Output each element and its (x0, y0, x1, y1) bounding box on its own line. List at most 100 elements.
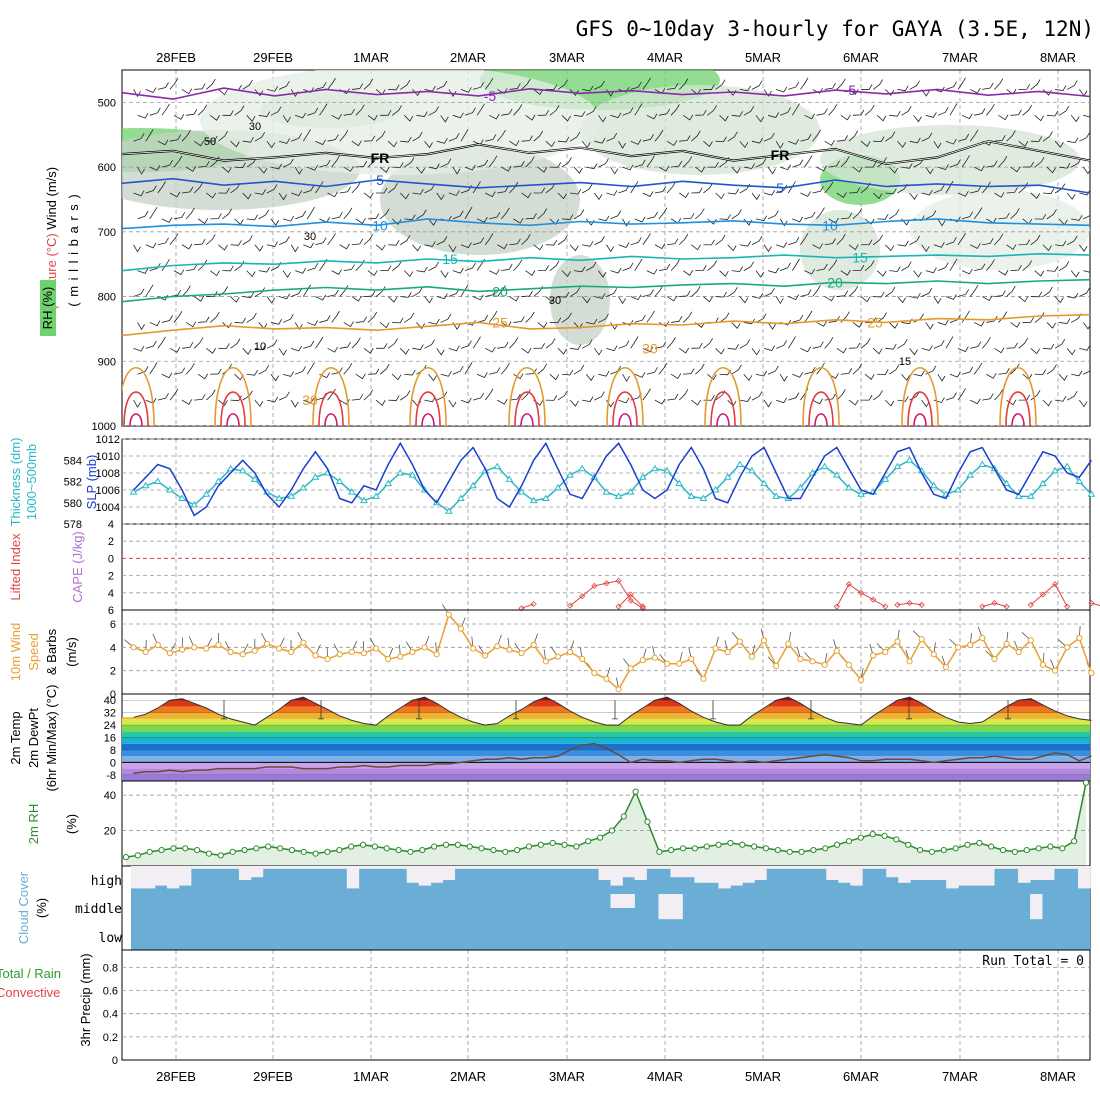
wind-barb (767, 365, 779, 375)
wind-barb (513, 160, 525, 168)
date-label-top: 6MAR (843, 50, 879, 65)
cloud-middle-bar (622, 894, 635, 908)
wind-speed-point (797, 655, 804, 663)
wind-barb (610, 112, 622, 119)
wind-barb (193, 295, 205, 302)
wind-barb (776, 86, 788, 93)
wind-speed-point (1015, 648, 1022, 656)
wind-barb (186, 108, 198, 116)
wind-barb (278, 138, 291, 144)
wind-barb (743, 318, 756, 325)
wind-barb (828, 259, 838, 271)
wind-barb (776, 397, 788, 404)
wind-barb (497, 243, 508, 250)
cloud-high-bar (1066, 866, 1079, 869)
wind-barb (363, 78, 374, 90)
cloud-high-bar (982, 866, 995, 886)
rh2m-point (822, 845, 829, 852)
wind-barb (549, 105, 560, 116)
wind-speed-point (954, 644, 962, 651)
wind-barb (242, 136, 254, 143)
wind-barb (1046, 364, 1057, 375)
wind-barb (703, 182, 713, 194)
wind-barb (376, 343, 388, 349)
thickness-point (1014, 492, 1023, 499)
wind-barb (424, 241, 436, 247)
wind-barb (861, 394, 873, 401)
wind-barb (877, 369, 889, 376)
cloud-high-bar (442, 866, 456, 880)
cloud-high-bar (814, 866, 827, 869)
wind-barb (416, 209, 427, 220)
rh2m-point (265, 843, 272, 850)
wind-barb (816, 207, 825, 220)
wind-barb (727, 244, 737, 252)
wind-barb (707, 105, 717, 116)
wind-barb (137, 112, 149, 119)
wind-barb (792, 314, 804, 323)
wind-barb (598, 370, 610, 377)
wind-barb (501, 207, 510, 220)
wind-barb (586, 318, 598, 325)
rh2m-point (158, 846, 165, 854)
wind-barb (242, 292, 254, 298)
wind-barb (610, 210, 622, 220)
wind-speed-point (360, 650, 368, 657)
wind-barb (861, 239, 873, 246)
rh-contour-label: 50 (204, 136, 216, 148)
wind-barb (485, 134, 497, 142)
wind-barb (646, 211, 658, 220)
wind-barb (327, 77, 336, 90)
wind-barb (327, 233, 336, 246)
precip-convective-label: Convective (0, 985, 60, 1000)
wind-barb (161, 372, 173, 379)
wind-barb (1070, 115, 1080, 123)
wind-barb (145, 242, 157, 249)
wind-barb (210, 311, 220, 323)
wind-barb (933, 140, 942, 149)
wind-barb (852, 109, 865, 116)
wind-barb (363, 234, 374, 246)
wind-barb (901, 261, 912, 271)
wind-barb (363, 135, 376, 142)
wind-barb (476, 159, 489, 168)
wind-barb (679, 135, 691, 142)
wind-barb (654, 341, 667, 349)
date-label-bottom: 3MAR (549, 1069, 585, 1084)
surface-heating-contour (814, 413, 828, 426)
cloud-middle-bar (1030, 894, 1043, 920)
cloud-high-bar (538, 866, 551, 869)
wind-barb (703, 338, 713, 349)
wind-barb (658, 108, 671, 116)
cloud-high-bar (946, 866, 959, 889)
wind-barb (509, 181, 519, 194)
cloud-high-bar (418, 866, 432, 886)
wind-barb (1091, 141, 1098, 148)
date-label-bottom: 6MAR (843, 1069, 879, 1084)
wind-barb (416, 322, 426, 330)
wind-barb (351, 238, 364, 246)
wind-speed-point (566, 648, 574, 656)
wind-barb (731, 166, 741, 174)
precip-axis-label: 3hr Precip (mm) (78, 953, 93, 1046)
wind-barb (1071, 370, 1083, 377)
wind-barb (197, 218, 209, 225)
wind-barb (1030, 389, 1041, 401)
wind-barb (476, 315, 489, 323)
cloud-middle-bar (658, 894, 671, 920)
wind-barb (763, 399, 772, 408)
wind-barb (185, 321, 197, 328)
wind-barb (230, 140, 240, 148)
rh2m-point (537, 841, 544, 848)
date-label-bottom: 1MAR (353, 1069, 389, 1084)
wind-barb (363, 290, 376, 297)
wind-barb (485, 346, 496, 353)
lifted-index-point (1088, 600, 1095, 607)
wind-barb (957, 191, 969, 197)
cloud-high-bar (622, 866, 635, 878)
wind-barb (852, 265, 865, 272)
thickness-point (444, 507, 453, 514)
wind-barb (258, 266, 271, 273)
rh2m-point (715, 841, 722, 848)
wind-barb (1055, 85, 1067, 91)
